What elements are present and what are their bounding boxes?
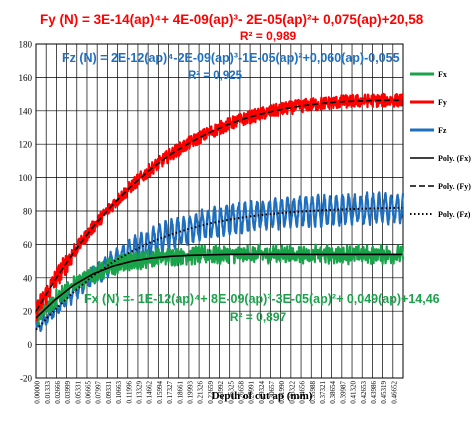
legend-label-fy: Fy — [438, 98, 447, 107]
x-tick-label: 0.27991 — [248, 381, 256, 404]
x-tick-label: 0.17327 — [166, 381, 174, 404]
equation-fx-formula: Fx (N) =- 1E-12(ap)⁴+ 8E-09(ap)³-3E-05(a… — [84, 292, 440, 306]
fit-curve-fz — [35, 206, 403, 331]
y-tick-label: 80 — [23, 207, 33, 217]
x-tick-label: 0.06665 — [85, 381, 93, 404]
fit-curve-fy — [35, 99, 403, 312]
y-tick-label: 40 — [23, 273, 33, 283]
fit-curve-fx — [35, 253, 403, 319]
x-tick-label: 0.09331 — [105, 381, 113, 404]
x-tick-label: 0.39987 — [339, 381, 347, 404]
plot-frame — [35, 43, 404, 379]
x-tick-label: 0.42653 — [360, 381, 368, 404]
y-tick-label: -20 — [20, 374, 32, 384]
x-tick-label: 0.13329 — [136, 381, 144, 404]
legend-label-fx: Fx — [438, 70, 447, 79]
legend-label-fz: Fz — [438, 126, 447, 135]
x-tick-label: 0.02666 — [54, 381, 62, 404]
y-tick-label: 0 — [28, 340, 33, 350]
equation-fz-formula: Fz (N) = 2E-12(ap)⁴-2E-09(ap)³-1E-05(ap)… — [62, 51, 400, 65]
x-tick-label: 0.34656 — [299, 381, 307, 404]
y-tick-label: 140 — [19, 106, 33, 116]
x-tick-label: 0.45319 — [380, 381, 388, 404]
x-tick-label: 0.31990 — [278, 381, 286, 404]
x-tick-label: 0.22659 — [207, 381, 215, 404]
fit-layer — [35, 99, 403, 331]
y-tick-label: 20 — [23, 307, 33, 317]
equation-fz: Fz (N) = 2E-12(ap)⁴-2E-09(ap)³-1E-05(ap)… — [62, 51, 400, 82]
legend-label-fit-fy: Poly. (Fy) — [438, 182, 471, 191]
x-axis-title: Depth of cut ap (mm) — [212, 390, 313, 402]
equation-fy: Fy (N) = 3E-14(ap)⁴+ 4E-09(ap)³- 2E-05(a… — [40, 12, 424, 43]
x-tick-label: 0.41320 — [350, 381, 358, 404]
x-tick-label: 0.30657 — [268, 381, 276, 404]
x-tick-label: 0.10663 — [115, 381, 123, 404]
legend-label-fit-fz: Poly. (Fz) — [438, 210, 471, 219]
y-tick-label: 120 — [19, 140, 33, 150]
x-tick-label: 0.01333 — [44, 381, 52, 404]
x-tick-label: 0.46652 — [390, 381, 398, 404]
x-tick-label: 0.37321 — [319, 381, 327, 404]
x-tick-label: 0.11996 — [125, 381, 133, 404]
x-tick-label: 0.15994 — [156, 381, 164, 404]
x-tick-label: 0.29324 — [258, 381, 266, 404]
x-tick-label: 0.14662 — [146, 381, 154, 404]
y-tick-label: 60 — [23, 240, 33, 250]
equation-fz-r2: R² = 0,925 — [188, 70, 243, 82]
x-tick-label: 0.07997 — [95, 381, 103, 404]
x-tick-label: 0.00000 — [34, 381, 42, 404]
x-tick-label: 0.35988 — [309, 381, 317, 404]
y-tick-label: 180 — [19, 40, 33, 50]
x-tick-label: 0.21326 — [197, 381, 205, 404]
x-tick-label: 0.05331 — [74, 381, 82, 404]
x-tick-label: 0.03999 — [64, 381, 72, 404]
x-tick-label: 0.25325 — [227, 381, 235, 404]
x-tick-label: 0.43986 — [370, 381, 378, 404]
x-tick-label: 0.19993 — [186, 381, 194, 404]
x-tick-label: 0.23992 — [217, 381, 225, 404]
series-line-fy — [35, 92, 404, 322]
x-tick-label: 0.26658 — [237, 381, 245, 404]
series-line-fz — [35, 191, 405, 333]
equation-fy-formula: Fy (N) = 3E-14(ap)⁴+ 4E-09(ap)³- 2E-05(a… — [40, 12, 424, 27]
legend: Fx Fy Fz Poly. (Fx) Poly. (Fy) Poly. (Fz) — [410, 70, 471, 219]
equation-fx: Fx (N) =- 1E-12(ap)⁴+ 8E-09(ap)³-3E-05(a… — [84, 292, 440, 324]
y-tick-label: 160 — [19, 73, 33, 83]
legend-label-fit-fx: Poly. (Fx) — [438, 154, 471, 163]
y-tick-label: 100 — [19, 173, 33, 183]
axis-layer: -20 0 20 40 60 80 100 120 140 160 180 0.00000 0.0133… — [19, 40, 404, 404]
equation-fy-r2: R² = 0,989 — [240, 29, 297, 43]
x-tick-label: 0.33322 — [288, 381, 296, 404]
x-tick-label: 0.38654 — [329, 381, 337, 404]
x-tick-label: 0.18661 — [176, 381, 184, 404]
equation-fx-r2: R² = 0,897 — [230, 310, 287, 324]
